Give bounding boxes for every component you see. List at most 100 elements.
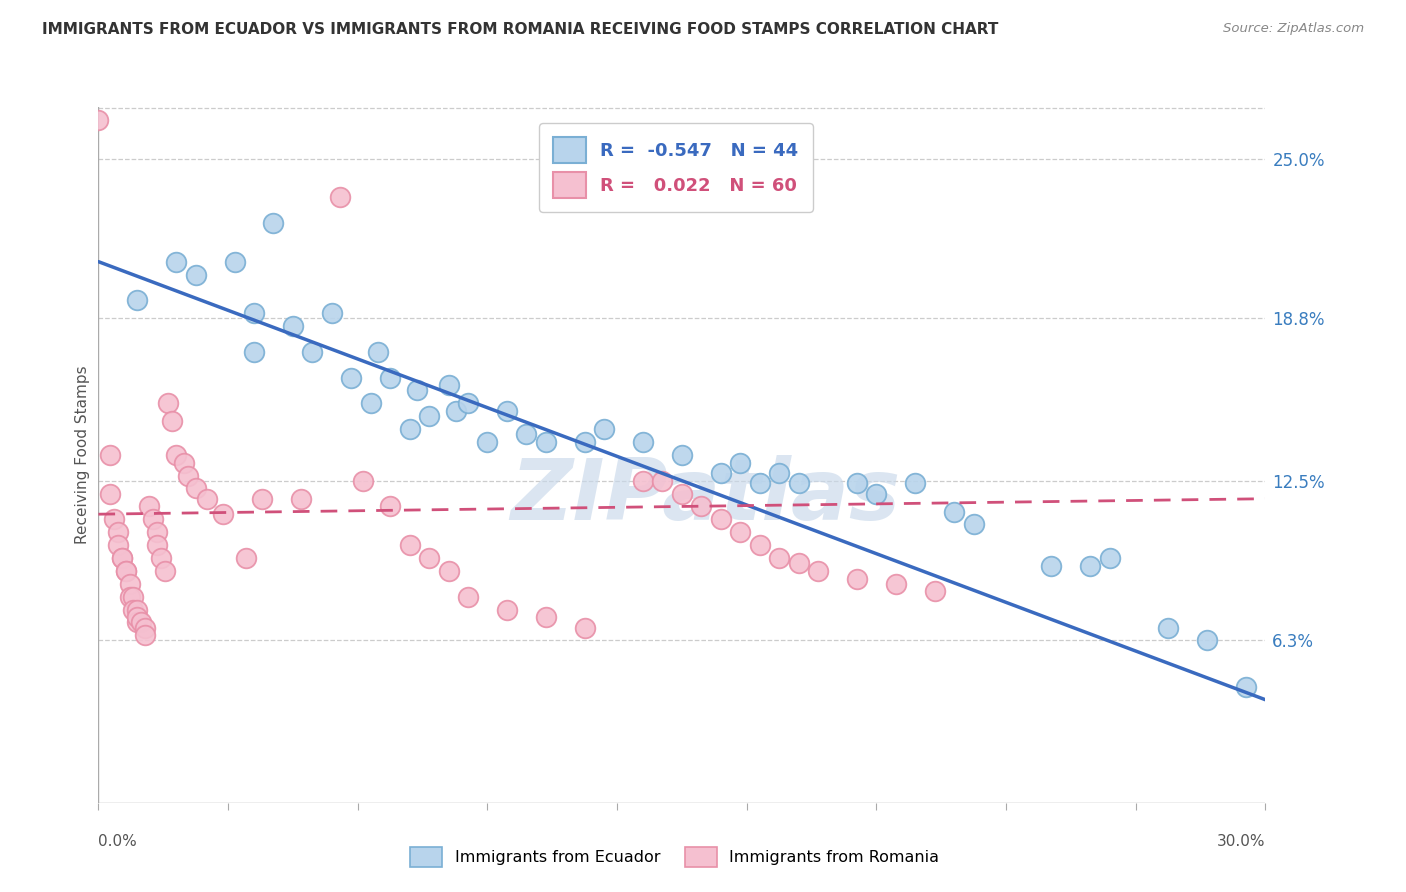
Point (768, 466, 790, 480)
Point (195, 491, 218, 506)
Point (243, 344, 266, 359)
Point (250, 491, 273, 506)
Point (710, 466, 733, 480)
Point (418, 551, 440, 566)
Point (768, 551, 790, 566)
Point (165, 254, 187, 268)
Point (748, 476, 770, 491)
Point (352, 474, 374, 488)
Point (730, 456, 752, 470)
Point (437, 564, 460, 578)
Point (301, 344, 323, 359)
Point (446, 404, 468, 418)
Point (631, 435, 654, 450)
Point (87, 112, 110, 127)
Point (515, 427, 537, 442)
Point (593, 422, 616, 436)
Point (651, 474, 673, 488)
Point (329, 190, 352, 204)
Point (111, 551, 134, 566)
Point (281, 319, 304, 334)
Point (111, 551, 134, 566)
Point (787, 556, 810, 570)
Point (321, 306, 343, 320)
Point (98, 448, 121, 462)
Point (418, 409, 440, 424)
Point (165, 448, 187, 462)
Point (1040, 558, 1063, 573)
Point (107, 525, 129, 540)
Point (103, 512, 125, 526)
Point (127, 610, 149, 624)
Point (943, 505, 966, 519)
Point (129, 615, 152, 630)
Point (495, 404, 517, 418)
Point (534, 610, 557, 624)
Point (107, 538, 129, 552)
Point (690, 500, 713, 514)
Point (360, 396, 382, 410)
Point (437, 378, 460, 392)
Point (127, 615, 149, 630)
Point (574, 621, 596, 635)
Point (149, 551, 172, 566)
Point (671, 486, 693, 500)
Point (243, 306, 266, 320)
Point (962, 517, 984, 532)
Point (290, 491, 312, 506)
Point (184, 482, 207, 496)
Point (114, 564, 136, 578)
Point (146, 525, 169, 540)
Point (212, 507, 235, 521)
Y-axis label: Receiving Food Stamps: Receiving Food Stamps (75, 366, 90, 544)
Point (865, 486, 887, 500)
Point (118, 576, 141, 591)
Legend: R =  -0.547   N = 44, R =   0.022   N = 60: R = -0.547 N = 44, R = 0.022 N = 60 (538, 123, 813, 212)
Point (122, 590, 145, 604)
Point (748, 538, 770, 552)
Point (477, 435, 499, 450)
Point (807, 564, 830, 578)
Point (924, 584, 946, 599)
Point (122, 602, 145, 616)
Point (146, 538, 169, 552)
Point (884, 576, 907, 591)
Point (262, 216, 284, 230)
Point (534, 435, 557, 450)
Point (127, 602, 149, 616)
Text: IMMIGRANTS FROM ECUADOR VS IMMIGRANTS FROM ROMANIA RECEIVING FOOD STAMPS CORRELA: IMMIGRANTS FROM ECUADOR VS IMMIGRANTS FR… (42, 22, 998, 37)
Point (367, 344, 389, 359)
Point (138, 500, 160, 514)
Point (118, 590, 141, 604)
Point (98, 486, 121, 500)
Text: 0.0%: 0.0% (98, 834, 138, 849)
Point (457, 590, 479, 604)
Point (235, 551, 257, 566)
Point (1157, 621, 1180, 635)
Point (787, 476, 810, 491)
Point (114, 564, 136, 578)
Point (1098, 551, 1121, 566)
Point (142, 512, 165, 526)
Text: Source: ZipAtlas.com: Source: ZipAtlas.com (1223, 22, 1364, 36)
Point (162, 414, 184, 428)
Point (224, 254, 246, 268)
Point (153, 564, 176, 578)
Point (173, 456, 195, 470)
Point (134, 628, 156, 642)
Point (846, 476, 869, 491)
Point (378, 500, 402, 514)
Point (710, 512, 733, 526)
Point (904, 476, 927, 491)
Point (406, 384, 429, 398)
Point (495, 602, 517, 616)
Point (457, 396, 479, 410)
Point (127, 293, 149, 308)
Point (1234, 680, 1257, 694)
Legend: Immigrants from Ecuador, Immigrants from Romania: Immigrants from Ecuador, Immigrants from… (404, 841, 946, 873)
Point (398, 538, 420, 552)
Point (846, 572, 869, 586)
Point (340, 370, 363, 384)
Point (177, 468, 200, 483)
Point (631, 474, 654, 488)
